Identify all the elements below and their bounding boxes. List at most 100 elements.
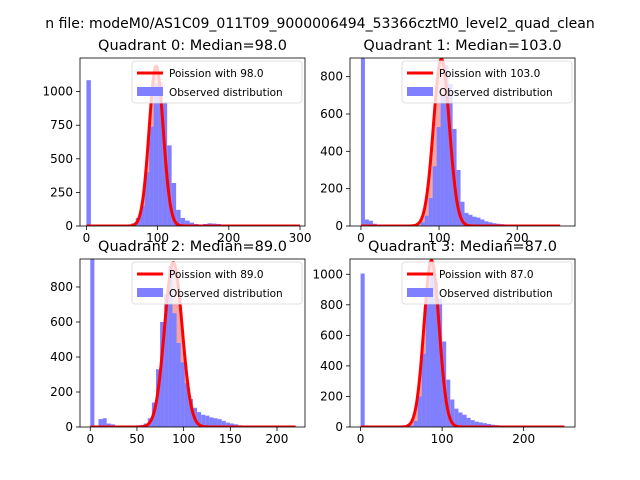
histogram-bar (158, 82, 163, 226)
figure-suptitle: n file: modeM0/AS1C09_011T09_9000006494_… (45, 16, 594, 32)
histogram-bar (360, 58, 365, 226)
histogram-bar (180, 217, 186, 226)
histogram-bar (438, 298, 443, 427)
histogram-bar (466, 417, 471, 427)
axes-frame (79, 258, 306, 428)
histogram-bar (106, 423, 111, 427)
poisson-line (359, 58, 562, 226)
histogram-bar (476, 217, 481, 226)
histogram-bar (474, 421, 479, 427)
histogram-bar (409, 425, 414, 427)
legend-label-observed: Observed distribution (169, 288, 283, 300)
histogram-bar (176, 209, 181, 226)
histogram-bar (360, 273, 365, 427)
x-tick-label: 300 (289, 231, 312, 245)
histogram-bar (444, 65, 449, 226)
histogram-bar (470, 420, 475, 427)
y-tick-label: 250 (50, 185, 73, 199)
histogram-bar (450, 399, 455, 427)
histogram-bar (413, 420, 418, 427)
x-tick-label: 50 (129, 432, 144, 446)
histogram-bar (144, 172, 150, 226)
axes-frame (79, 57, 306, 227)
histogram-bar (168, 266, 173, 427)
chart-title: Quadrant 0: Median=98.0 (98, 38, 287, 54)
y-tick-label: 400 (320, 359, 343, 373)
x-tick-label: 100 (172, 432, 195, 446)
x-tick-label: 100 (146, 231, 169, 245)
histogram-bar (458, 412, 463, 427)
histogram-bar (478, 422, 483, 427)
histogram-bar (480, 219, 485, 226)
legend-bar-marker (137, 288, 163, 297)
poisson-line (89, 261, 297, 427)
y-tick-label: 1000 (312, 267, 343, 281)
histogram-bar (149, 126, 154, 226)
histogram-bar (482, 423, 487, 427)
histogram-bar (428, 198, 433, 226)
y-tick-label: 200 (50, 385, 73, 399)
chart-panel-3: 0 100 200 0 200 400 600 800 1000 Quadrant 3: Medi… (312, 239, 576, 446)
x-tick-label: 0 (86, 432, 94, 446)
histogram-bar (176, 343, 181, 427)
histogram-bar (456, 170, 461, 226)
axes-frame (349, 57, 576, 227)
histogram-bar (205, 415, 210, 427)
plot-area (89, 259, 297, 427)
legend-box (401, 261, 573, 305)
legend-bar-marker (137, 87, 163, 96)
y-tick-label: 0 (335, 420, 343, 434)
y-tick-label: 0 (65, 420, 73, 434)
histogram-bar (153, 83, 159, 226)
y-tick-label: 200 (320, 182, 343, 196)
histogram-bar (432, 166, 437, 226)
x-tick-label: 200 (512, 432, 535, 446)
histogram-bar (436, 127, 441, 226)
y-tick-label: 400 (50, 350, 73, 364)
histogram-bar (180, 362, 185, 427)
histogram-bar (446, 379, 451, 427)
histogram-bar (486, 423, 492, 427)
y-tick-label: 500 (50, 152, 73, 166)
chart-panel-0: 0 100 200 300 0 250 500 750 1000 Quadrant 0: Medi… (42, 38, 311, 245)
histogram-bar (102, 418, 107, 427)
chart-title: Quadrant 1: Median=103.0 (363, 38, 561, 54)
x-tick-label: 150 (219, 432, 242, 446)
legend-label-poisson: Poission with 98.0 (169, 68, 264, 80)
histogram-bar (172, 313, 177, 427)
legend-label-poisson: Poission with 89.0 (169, 269, 264, 281)
histogram-bar (209, 417, 214, 427)
y-tick-label: 600 (320, 328, 343, 342)
histogram-bar (98, 419, 103, 427)
histogram-bar (462, 414, 467, 427)
histogram-bar (213, 418, 218, 427)
histogram-bar (160, 322, 165, 427)
histogram-bar (424, 215, 429, 226)
histogram-bar (184, 383, 189, 427)
histogram-bar (171, 182, 177, 226)
y-tick-label: 750 (50, 118, 73, 132)
chart-title: Quadrant 3: Median=87.0 (368, 239, 557, 255)
histogram-bar (197, 412, 202, 427)
legend-label-observed: Observed distribution (439, 87, 553, 99)
histogram-bar (454, 408, 459, 427)
y-tick-label: 0 (65, 219, 73, 233)
legend-label-observed: Observed distribution (439, 288, 553, 300)
plot-area (85, 64, 302, 226)
histogram-bar (221, 420, 226, 427)
x-tick-label: 0 (357, 432, 365, 446)
y-tick-label: 200 (320, 389, 343, 403)
histogram-bar (433, 281, 439, 427)
y-tick-label: 600 (320, 107, 343, 121)
y-tick-label: 600 (50, 315, 73, 329)
plot-area (359, 58, 562, 226)
legend-bar-marker (407, 288, 433, 297)
legend-label-observed: Observed distribution (169, 87, 283, 99)
legend-box (401, 60, 573, 104)
legend-label-poisson: Poission with 103.0 (439, 68, 540, 80)
y-tick-label: 800 (320, 298, 343, 312)
x-tick-label: 100 (428, 231, 451, 245)
histogram-bar (425, 289, 430, 427)
histogram-bar (488, 222, 493, 226)
histogram-bar (468, 214, 473, 226)
